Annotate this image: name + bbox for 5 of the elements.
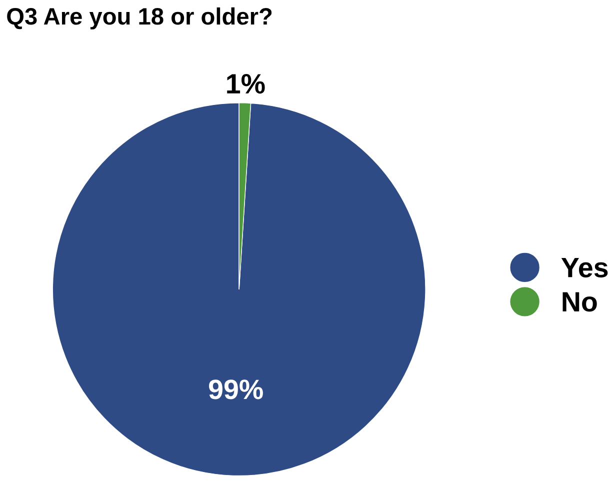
data-label: 1% [227,74,265,94]
legend-label: No [562,292,597,312]
chart-title: Q3 Are you 18 or older? [7,7,272,30]
legend-label: Yes [561,258,608,278]
data-label: 99% [209,380,263,400]
